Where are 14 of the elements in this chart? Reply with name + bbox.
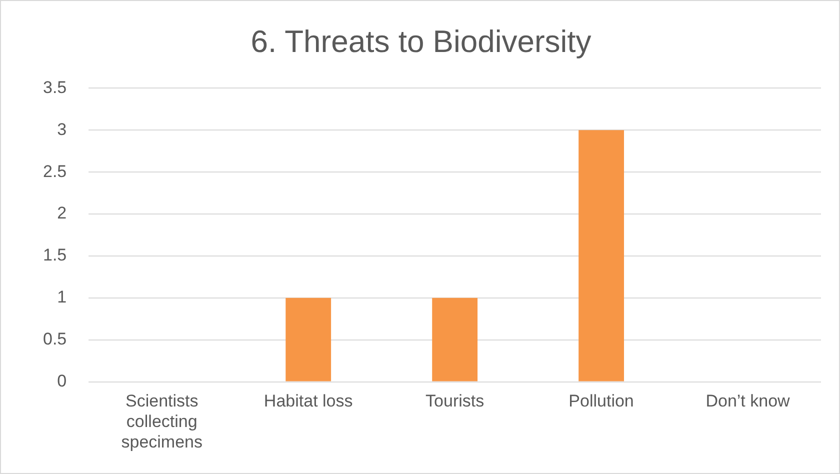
chart-title: 6. Threats to Biodiversity: [250, 24, 592, 60]
y-tick-label: 3.5: [42, 78, 67, 97]
x-tick-label: Don’t know: [706, 392, 791, 411]
x-tick-label: Tourists: [426, 392, 484, 411]
y-tick-label: 0.5: [42, 330, 67, 349]
y-tick-label: 2.5: [42, 162, 67, 181]
y-tick-label: 3: [57, 120, 67, 139]
y-tick-label: 0: [57, 371, 67, 390]
x-tick-label: Pollution: [568, 392, 634, 411]
x-tick-label: Habitat loss: [264, 392, 353, 411]
y-tick-label: 2: [57, 204, 67, 223]
x-tick-label: Scientists collecting specimens: [121, 392, 202, 452]
y-tick-label: 1: [57, 288, 67, 307]
y-tick-label: 1.5: [42, 246, 67, 265]
